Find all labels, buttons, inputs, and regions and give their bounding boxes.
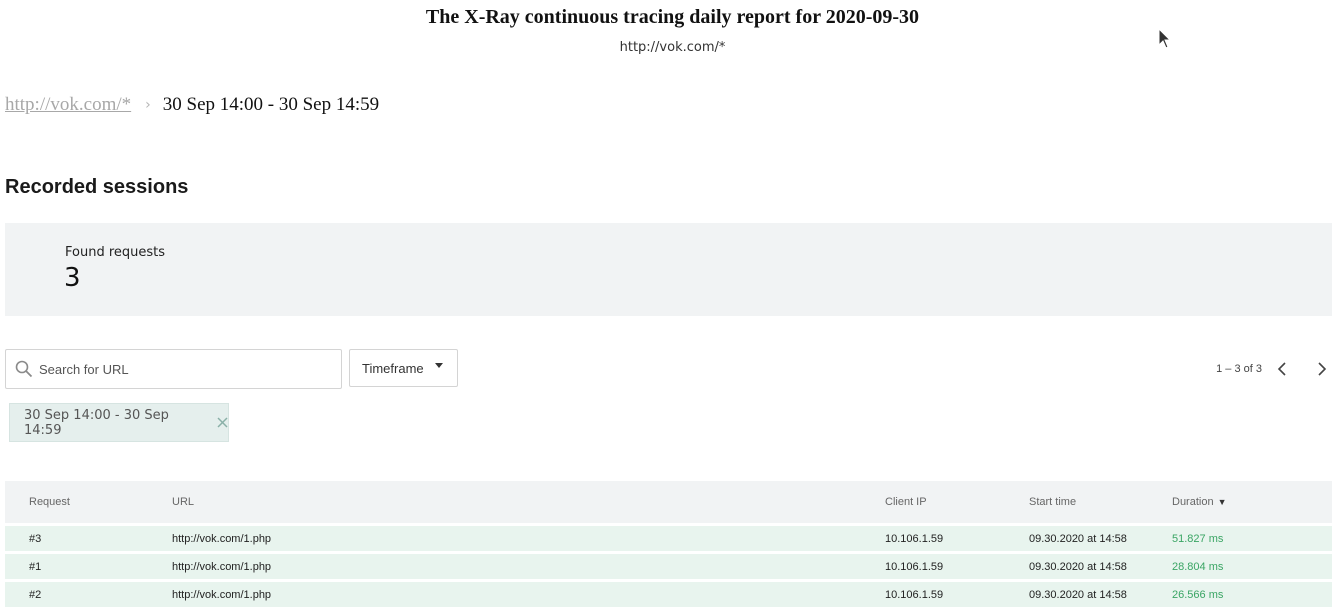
- column-header-client-ip[interactable]: Client IP: [885, 496, 927, 508]
- column-header-duration-label: Duration: [1172, 496, 1214, 508]
- start-time-cell: 09.30.2020 at 14:58: [1029, 589, 1127, 601]
- start-time-cell: 09.30.2020 at 14:58: [1029, 533, 1127, 545]
- table-row[interactable]: #1 http://vok.com/1.php 10.106.1.59 09.3…: [5, 554, 1332, 579]
- start-time-cell: 09.30.2020 at 14:58: [1029, 561, 1127, 573]
- timeframe-dropdown[interactable]: Timeframe: [349, 349, 458, 387]
- chevron-right-icon: [1318, 362, 1327, 376]
- column-header-request[interactable]: Request: [29, 496, 70, 508]
- search-input[interactable]: [37, 360, 321, 378]
- search-icon: [15, 360, 33, 378]
- table-row[interactable]: #2 http://vok.com/1.php 10.106.1.59 09.3…: [5, 582, 1332, 607]
- column-header-duration[interactable]: Duration ▼: [1172, 496, 1227, 508]
- sort-descending-icon: ▼: [1217, 497, 1227, 507]
- summary-panel: Found requests 3: [5, 223, 1332, 316]
- found-requests-value: 3: [64, 263, 81, 293]
- column-header-start-time[interactable]: Start time: [1029, 496, 1077, 508]
- report-title: The X-Ray continuous tracing daily repor…: [425, 6, 920, 28]
- caret-down-icon: [434, 362, 443, 368]
- request-cell: #1: [29, 561, 42, 573]
- close-icon: [217, 417, 228, 428]
- duration-cell: 26.566 ms: [1172, 589, 1224, 601]
- table-row[interactable]: #3 http://vok.com/1.php 10.106.1.59 09.3…: [5, 526, 1332, 551]
- pagination: 1 – 3 of 3: [1216, 360, 1332, 378]
- duration-cell: 51.827 ms: [1172, 533, 1224, 545]
- remove-filter-button[interactable]: [217, 417, 228, 428]
- url-cell: http://vok.com/1.php: [172, 589, 272, 601]
- url-cell: http://vok.com/1.php: [172, 533, 272, 545]
- sessions-table: Request URL Client IP Start time Duratio…: [5, 481, 1332, 607]
- client-ip-cell: 10.106.1.59: [885, 589, 944, 601]
- report-subtitle: http://vok.com/*: [619, 40, 726, 55]
- filter-chip-label: 30 Sep 14:00 - 30 Sep 14:59: [24, 407, 169, 438]
- chevron-right-icon: ›: [145, 97, 151, 113]
- section-title: Recorded sessions: [5, 176, 189, 198]
- found-requests-label: Found requests: [65, 245, 166, 260]
- duration-cell: 28.804 ms: [1172, 561, 1224, 573]
- request-cell: #3: [29, 533, 42, 545]
- mouse-cursor-icon: [1158, 27, 1172, 55]
- column-header-url[interactable]: URL: [172, 496, 195, 508]
- chevron-left-icon: [1277, 362, 1286, 376]
- pagination-range: 1 – 3 of 3: [1216, 363, 1262, 375]
- breadcrumb: http://vok.com/* › 30 Sep 14:00 - 30 Sep…: [5, 94, 379, 116]
- timeframe-label: Timeframe: [362, 360, 424, 376]
- request-cell: #2: [29, 589, 42, 601]
- search-box[interactable]: [5, 349, 342, 389]
- table-header: Request URL Client IP Start time Duratio…: [5, 481, 1332, 523]
- filter-chip: 30 Sep 14:00 - 30 Sep 14:59: [9, 403, 229, 442]
- breadcrumb-current: 30 Sep 14:00 - 30 Sep 14:59: [162, 94, 380, 115]
- client-ip-cell: 10.106.1.59: [885, 533, 944, 545]
- client-ip-cell: 10.106.1.59: [885, 561, 944, 573]
- previous-page-button[interactable]: [1272, 360, 1292, 378]
- next-page-button[interactable]: [1312, 360, 1332, 378]
- breadcrumb-parent-link[interactable]: http://vok.com/*: [5, 94, 132, 115]
- url-cell: http://vok.com/1.php: [172, 561, 272, 573]
